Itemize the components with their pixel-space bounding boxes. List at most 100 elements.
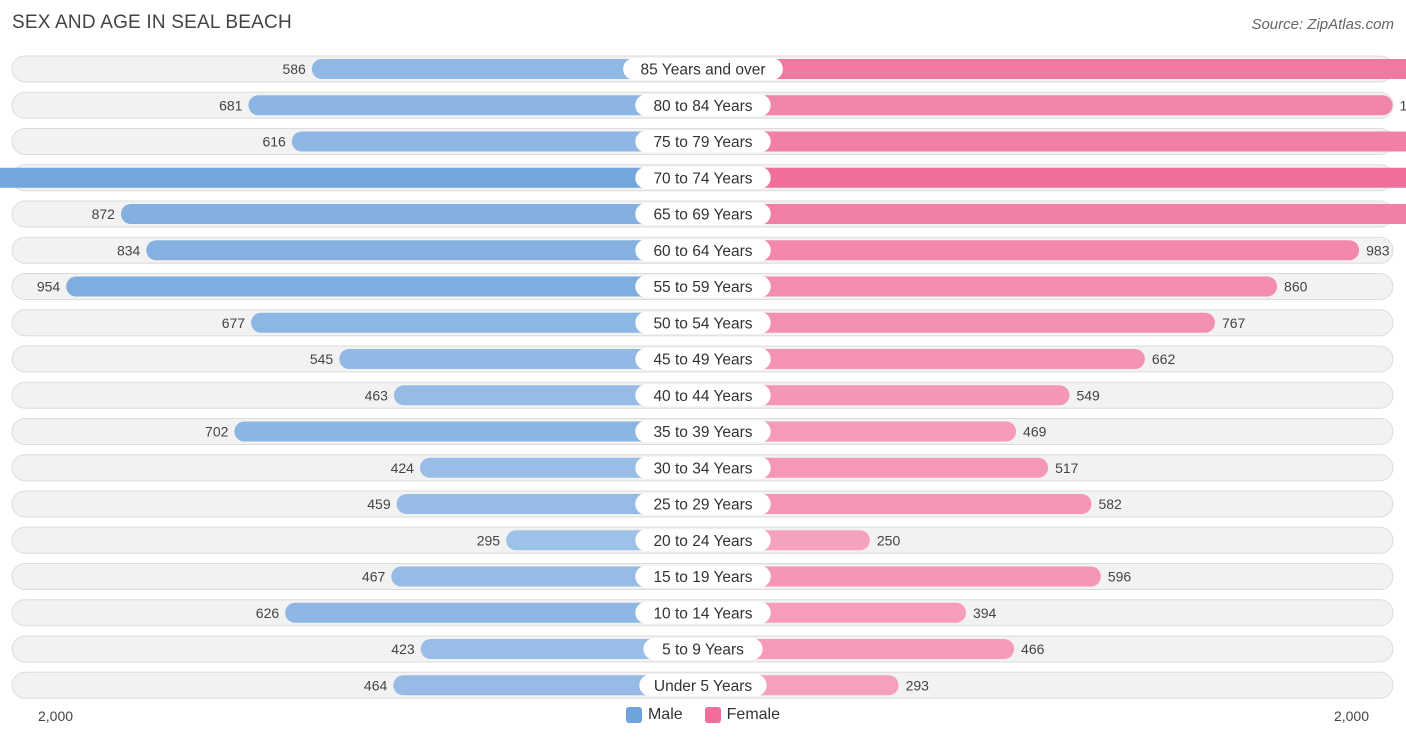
male-bar: [393, 675, 703, 696]
source-label: Source: ZipAtlas.com: [1251, 16, 1394, 33]
male-value-label: 463: [365, 387, 389, 403]
female-bar: [703, 639, 1015, 659]
female-bar: [703, 385, 1070, 406]
category-label: Under 5 Years: [654, 678, 752, 695]
category-label: 15 to 19 Years: [653, 569, 752, 586]
axis-label-right: 2,000: [1333, 708, 1369, 724]
male-value-label: 626: [256, 605, 280, 621]
male-bar: [339, 349, 703, 369]
male-bar: [234, 421, 704, 442]
male-value-label: 834: [117, 242, 141, 258]
category-label-pill: [635, 203, 771, 225]
female-value-label: 767: [1222, 315, 1246, 331]
female-bar: [703, 312, 1215, 333]
category-label: 70 to 74 Years: [653, 170, 752, 187]
male-value-label: 677: [222, 315, 246, 331]
category-label-pill: [623, 58, 783, 80]
male-value-label: 681: [219, 97, 243, 113]
legend-swatch-male: [625, 707, 642, 723]
female-value-label: 250: [877, 532, 901, 548]
female-bar: [703, 494, 1092, 514]
category-label-pill: [635, 565, 771, 588]
female-bar: [703, 59, 1406, 79]
category-label: 60 to 64 Years: [653, 243, 752, 260]
chart-legend: Male Female: [0, 706, 1406, 724]
female-bar: [703, 349, 1145, 369]
male-value-label: 467: [362, 569, 386, 585]
female-bar: [703, 204, 1406, 224]
male-value-label: 424: [391, 460, 415, 476]
category-label-pill: [635, 601, 771, 624]
legend-label-female: Female: [726, 706, 781, 723]
male-bar: [248, 95, 703, 116]
category-label-pill: [635, 311, 771, 334]
male-value-label: 872: [92, 206, 116, 222]
category-label: 45 to 49 Years: [653, 352, 752, 369]
category-label: 85 Years and over: [641, 62, 766, 79]
category-label: 5 to 9 Years: [662, 642, 744, 659]
male-value-label: 616: [262, 134, 286, 150]
female-bar: [703, 131, 1406, 152]
female-bar: [703, 167, 1406, 188]
category-label: 20 to 24 Years: [653, 533, 752, 550]
category-label: 10 to 14 Years: [653, 605, 752, 622]
category-label: 35 to 39 Years: [653, 424, 752, 441]
male-bar: [66, 276, 703, 297]
male-bar: [251, 312, 704, 333]
category-label: 75 to 79 Years: [653, 134, 752, 151]
male-bar: [420, 639, 703, 659]
male-value-label: 464: [364, 677, 388, 693]
female-value-label: 293: [906, 677, 930, 693]
category-label-pill: [643, 638, 763, 660]
category-label: 55 to 59 Years: [653, 279, 752, 296]
legend-label-male: Male: [647, 706, 683, 723]
male-bar: [396, 494, 703, 514]
male-value-label: 459: [367, 496, 391, 512]
female-value-label: 662: [1152, 351, 1176, 367]
legend-item-male: Male: [625, 706, 683, 724]
category-label: 25 to 29 Years: [653, 497, 752, 514]
category-label-pill: [635, 166, 771, 189]
category-label-pill: [635, 493, 771, 515]
male-bar: [391, 566, 703, 587]
category-label: 30 to 34 Years: [653, 460, 752, 477]
male-bar: [393, 385, 703, 406]
category-label-pill: [635, 420, 771, 443]
category-label: 40 to 44 Years: [653, 388, 752, 405]
female-value-label: 582: [1098, 496, 1122, 512]
category-label: 65 to 69 Years: [653, 207, 752, 224]
female-value-label: 549: [1076, 387, 1100, 403]
male-bar: [291, 131, 703, 152]
male-value-label: 586: [282, 61, 306, 77]
female-value-label: 469: [1023, 424, 1047, 440]
female-value-label: 1,033: [1400, 97, 1406, 113]
category-label-pill: [635, 384, 771, 407]
male-value-label: 545: [310, 351, 334, 367]
category-label-pill: [635, 529, 771, 552]
female-value-label: 983: [1366, 242, 1390, 258]
female-value-label: 394: [973, 605, 997, 621]
category-label-pill: [635, 348, 771, 370]
female-bar: [703, 566, 1101, 587]
female-value-label: 517: [1055, 460, 1079, 476]
male-bar: [0, 167, 703, 188]
female-value-label: 860: [1284, 279, 1308, 295]
female-bar: [703, 421, 1017, 442]
female-bar: [703, 276, 1278, 297]
male-bar: [285, 602, 703, 623]
category-label-pill: [635, 239, 771, 262]
male-value-label: 702: [205, 424, 229, 440]
male-value-label: 954: [37, 279, 61, 295]
axis-label-left: 2,000: [38, 708, 74, 724]
category-label-pill: [639, 674, 767, 697]
chart-title: SEX AND AGE IN SEAL BEACH: [12, 12, 292, 33]
category-label-pill: [635, 130, 771, 153]
male-bar: [120, 204, 703, 224]
female-bar: [703, 240, 1360, 261]
male-value-label: 423: [391, 641, 415, 657]
category-label: 50 to 54 Years: [653, 315, 752, 332]
category-label: 80 to 84 Years: [653, 98, 752, 115]
male-bar: [311, 59, 703, 79]
male-bar: [419, 457, 703, 478]
